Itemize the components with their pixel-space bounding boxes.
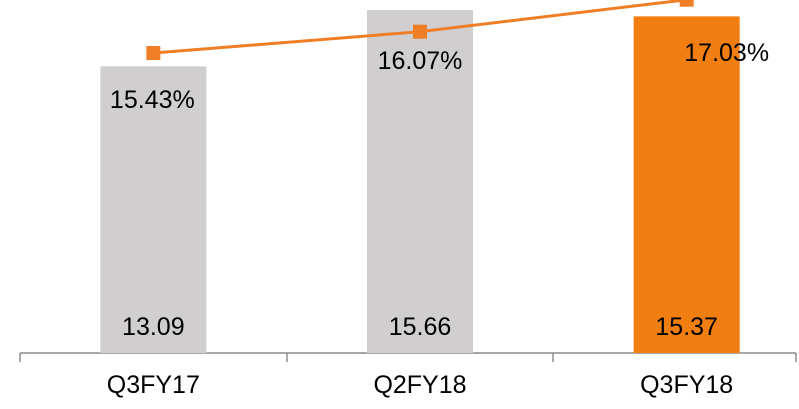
bar-series xyxy=(100,10,740,353)
bar-value-label: 15.37 xyxy=(655,313,718,341)
bar xyxy=(633,16,740,353)
line-value-label: 15.43% xyxy=(110,86,195,114)
line-value-label: 17.03% xyxy=(684,39,769,67)
line-marker xyxy=(413,24,428,39)
x-tick-label: Q3FY18 xyxy=(640,371,733,399)
bar-value-label: 15.66 xyxy=(389,313,452,341)
line-value-label: 16.07% xyxy=(378,47,463,75)
x-tick-label: Q3FY17 xyxy=(107,371,200,399)
line-marker xyxy=(146,46,161,60)
bar xyxy=(367,10,474,353)
line-marker xyxy=(679,0,694,7)
x-axis-tick-labels: Q3FY17 Q2FY18 Q3FY18 xyxy=(107,371,733,399)
line-value-labels: 15.43% 16.07% 17.03% xyxy=(110,39,769,114)
line-series xyxy=(146,0,694,60)
bar xyxy=(100,66,207,353)
bar-value-label: 13.09 xyxy=(122,313,185,341)
x-tick-label: Q2FY18 xyxy=(373,371,466,399)
bar-value-labels: 13.09 15.66 15.37 xyxy=(122,313,718,341)
